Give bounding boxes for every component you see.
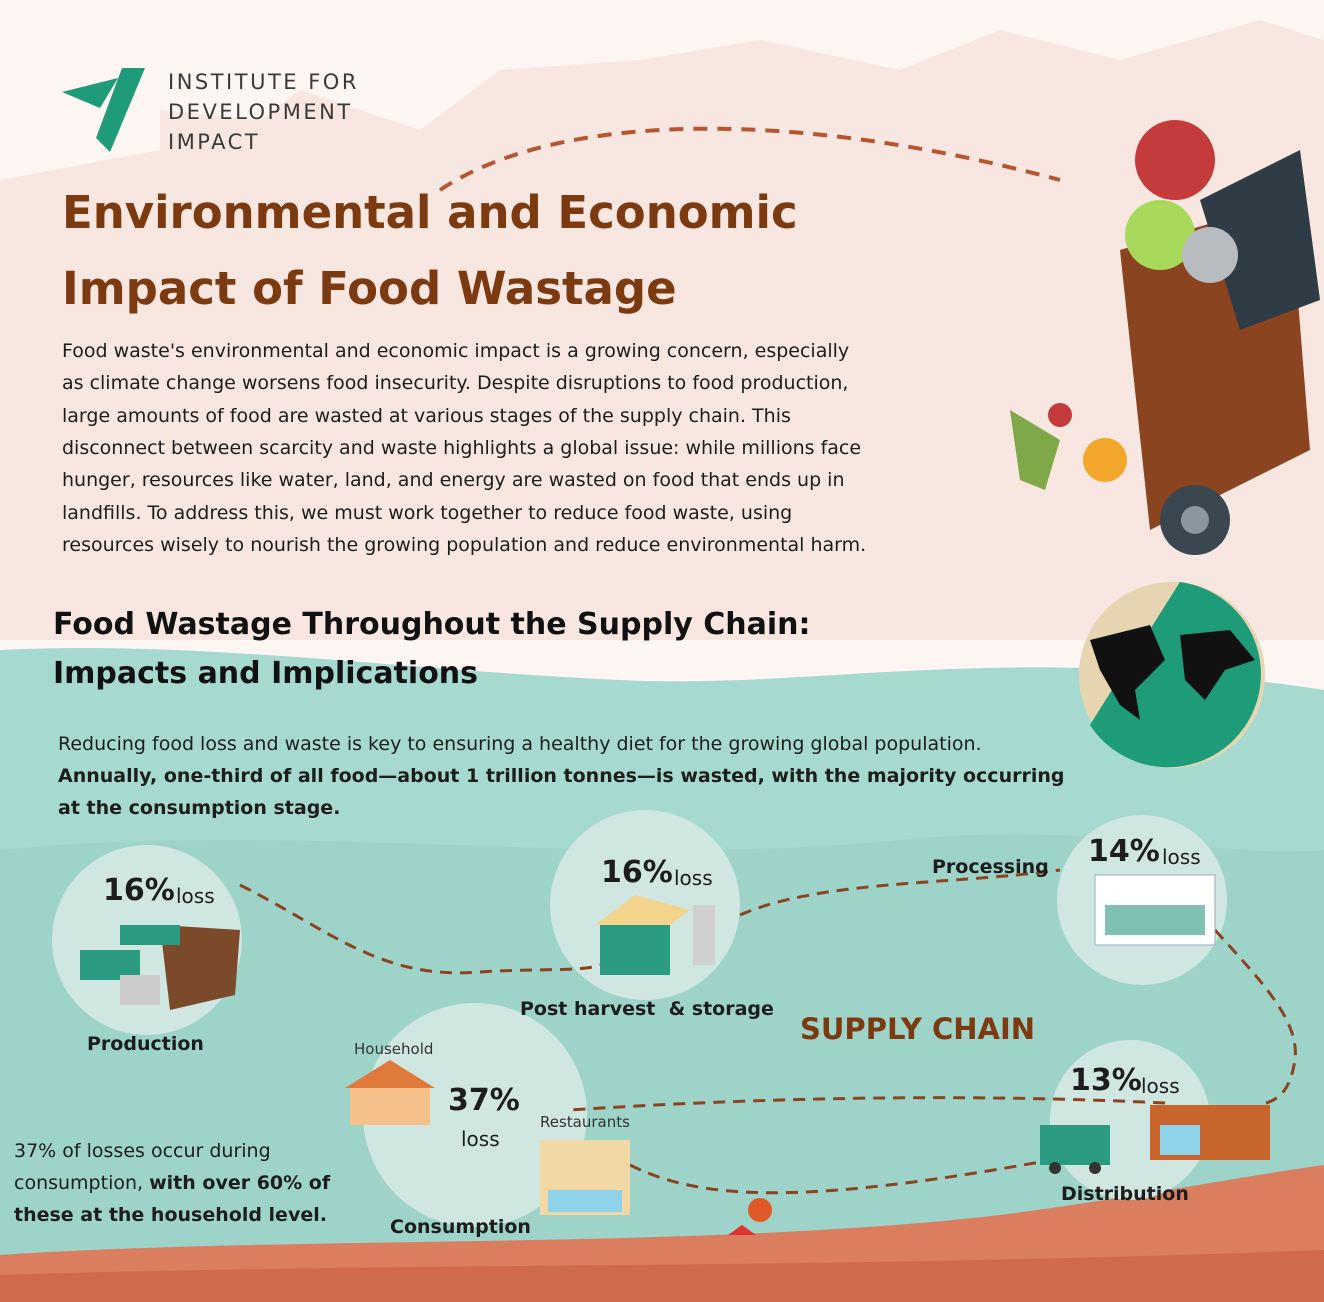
section-text: Reducing food loss and waste is key to e… (58, 733, 982, 755)
note-bold: these at the household level. (14, 1204, 327, 1226)
stage-loss: loss (461, 1127, 500, 1151)
stage-percent: 16% (601, 855, 673, 890)
note: consumption, with over 60% of (14, 1172, 330, 1194)
stage-loss: loss (176, 884, 215, 908)
stage-label: Processing (932, 856, 1049, 878)
title: Environmental and Economic (62, 186, 798, 239)
stage-label: Post harvest & storage (520, 998, 774, 1020)
note: 37% of losses occur during (14, 1140, 271, 1162)
intro-line: landfills. To address this, we must work… (62, 501, 793, 524)
supply-chain-label: SUPPLY CHAIN (800, 1012, 1036, 1046)
title: Impact of Food Wastage (62, 262, 677, 315)
stage-percent: 13% (1070, 1063, 1142, 1098)
section-title: Food Wastage Throughout the Supply Chain… (53, 607, 811, 642)
section-bold-text: Annually, one-third of all food—about 1 … (58, 765, 1065, 787)
stage-loss: loss (1162, 845, 1201, 869)
logo-text: INSTITUTE FOR (168, 70, 359, 94)
stage-percent: 16% (103, 873, 175, 908)
note-bold: with over 60% of (149, 1172, 331, 1194)
intro-line: disconnect between scarcity and waste hi… (62, 436, 862, 459)
stage-percent: 37% (448, 1083, 520, 1118)
logo-text: DEVELOPMENT (168, 100, 353, 124)
section-title: Impacts and Implications (53, 656, 479, 691)
intro-line: Food waste's environmental and economic … (62, 340, 850, 362)
stage-loss: loss (1141, 1074, 1180, 1098)
intro-line: hunger, resources like water, land, and … (62, 469, 845, 492)
intro-line: resources wisely to nourish the growing … (62, 533, 867, 556)
stage-label: Distribution (1061, 1183, 1189, 1205)
note-text: consumption, (14, 1172, 144, 1194)
stage-label: Production (87, 1033, 204, 1055)
sub-label: Household (354, 1040, 434, 1058)
sub-label: Restaurants (540, 1113, 630, 1131)
section-bold-text: at the consumption stage. (58, 797, 341, 819)
intro-line: large amounts of food are wasted at vari… (62, 404, 791, 427)
intro-line: as climate change worsens food insecurit… (62, 372, 849, 395)
logo-text: IMPACT (168, 130, 261, 154)
stage-loss: loss (674, 866, 713, 890)
stage-percent: 14% (1088, 834, 1160, 869)
stage-label: Consumption (390, 1216, 531, 1238)
